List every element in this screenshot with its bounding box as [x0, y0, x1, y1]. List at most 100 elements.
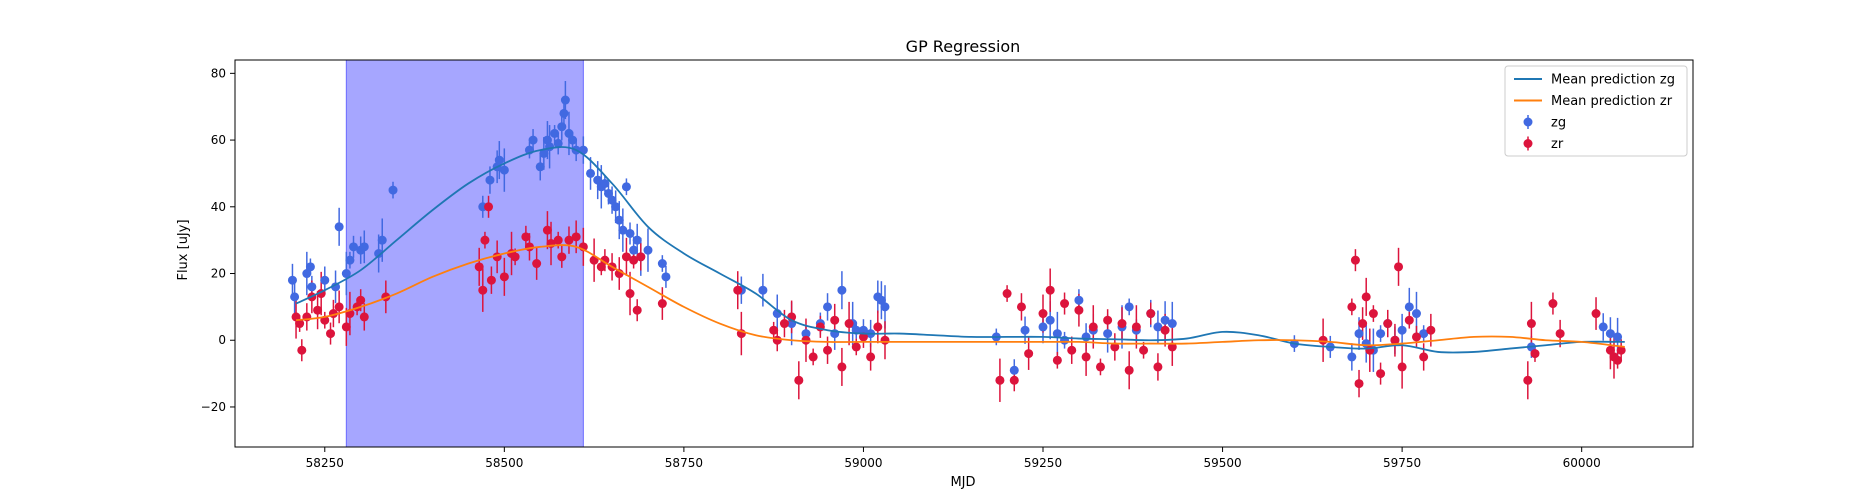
zg-data-point: [643, 245, 653, 255]
zr-data-point: [1555, 329, 1565, 339]
zg-data-point: [657, 259, 667, 269]
zg-data-point: [1354, 329, 1364, 339]
zg-data-point: [600, 178, 610, 188]
zr-data-point: [510, 252, 520, 262]
zr-data-point: [1110, 342, 1120, 352]
zr-data-point: [801, 335, 811, 345]
zg-data-point: [341, 269, 351, 279]
zg-data-point: [603, 188, 613, 198]
zg-data-point: [1038, 322, 1048, 332]
legend-entry-label: Mean prediction zr: [1551, 94, 1673, 109]
zg-data-point: [1020, 325, 1030, 335]
zr-data-point: [1526, 319, 1536, 329]
zg-data-point: [334, 222, 344, 232]
zg-data-point: [302, 269, 312, 279]
zr-data-point: [1368, 309, 1378, 319]
zg-data-point: [494, 155, 504, 165]
zr-data-point: [313, 305, 323, 315]
y-tick-label: 0: [218, 333, 226, 347]
zg-data-point: [499, 165, 509, 175]
x-tick-label: 58250: [306, 456, 344, 470]
zg-data-point: [632, 235, 642, 245]
zg-data-point: [758, 285, 768, 295]
zr-data-point: [823, 345, 833, 355]
zg-data-point: [528, 135, 538, 145]
zg-data-point: [535, 162, 545, 172]
zr-data-point: [779, 319, 789, 329]
x-tick-label: 60000: [1563, 456, 1601, 470]
shaded-region: [345, 59, 584, 448]
zr-data-point: [1347, 302, 1357, 312]
zr-data-point: [1024, 349, 1034, 359]
legend-marker-swatch: [1523, 117, 1533, 127]
zr-data-point: [1548, 299, 1558, 309]
y-tick-label: 20: [211, 267, 226, 281]
zr-data-point: [1411, 332, 1421, 342]
zr-data-point: [596, 262, 606, 272]
zg-data-point: [1376, 329, 1386, 339]
zr-data-point: [621, 252, 631, 262]
zr-data-point: [1124, 365, 1134, 375]
zr-data-point: [1613, 355, 1623, 365]
legend-box: [1504, 65, 1688, 157]
zg-data-point: [485, 175, 495, 185]
zr-data-point: [995, 375, 1005, 385]
zg-data-point: [611, 202, 621, 212]
zr-data-point: [297, 345, 307, 355]
x-tick-label: 58500: [485, 456, 523, 470]
x-axis-label: MJD: [950, 475, 975, 490]
zg-data-point: [1613, 332, 1623, 342]
zr-data-point: [474, 262, 484, 272]
zr-data-point: [1358, 319, 1368, 329]
zr-data-point: [1052, 355, 1062, 365]
zg-data-point: [559, 108, 569, 118]
zr-data-point: [1419, 352, 1429, 362]
zr-data-point: [1426, 325, 1436, 335]
zr-data-point: [808, 352, 818, 362]
zg-data-point: [1081, 332, 1091, 342]
zg-data-point: [625, 228, 635, 238]
zr-data-point: [1530, 349, 1540, 359]
zg-data-point: [377, 235, 387, 245]
zr-data-point: [1361, 292, 1371, 302]
legend-marker-swatch: [1523, 139, 1533, 148]
chart-title: GP Regression: [906, 37, 1021, 56]
zg-data-point: [1598, 322, 1608, 332]
zg-data-point: [307, 282, 317, 292]
zg-data-point: [545, 142, 555, 152]
zr-data-point: [858, 332, 868, 342]
zr-data-point: [625, 289, 635, 299]
zg-data-point: [539, 148, 549, 158]
zg-data-point: [1605, 329, 1615, 339]
zg-data-point: [801, 329, 811, 339]
zr-data-point: [1350, 255, 1360, 265]
zr-data-point: [480, 235, 490, 245]
legend-entry-label: Mean prediction zg: [1551, 73, 1675, 88]
zg-data-point: [1052, 329, 1062, 339]
legend-entry-label: zg: [1551, 116, 1566, 131]
zr-data-point: [1103, 315, 1113, 325]
zg-data-point: [331, 282, 341, 292]
zg-data-point: [661, 272, 671, 282]
zg-data-point: [1124, 302, 1134, 312]
zg-data-point: [1103, 329, 1113, 339]
y-tick-label: 80: [211, 66, 226, 80]
zr-data-point: [557, 252, 567, 262]
shaded-region-layer: [345, 59, 584, 448]
y-tick-label: 60: [211, 133, 226, 147]
x-tick-label: 59250: [1024, 456, 1062, 470]
zr-data-point: [632, 305, 642, 315]
zr-data-point: [1376, 369, 1386, 379]
zg-data-point: [1009, 365, 1019, 375]
zr-data-point: [478, 285, 488, 295]
zg-data-point: [586, 168, 596, 178]
zr-data-point: [1117, 319, 1127, 329]
zg-data-point: [880, 302, 890, 312]
zr-data-point: [484, 202, 494, 212]
zg-data-point: [374, 249, 384, 258]
zr-data-point: [1095, 362, 1105, 372]
zg-data-point: [823, 302, 833, 312]
zr-data-point: [1394, 262, 1404, 272]
legend-entry-label: zr: [1551, 137, 1564, 152]
zr-data-point: [873, 322, 883, 332]
